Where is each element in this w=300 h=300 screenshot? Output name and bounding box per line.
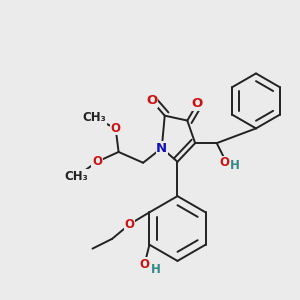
Text: CH₃: CH₃ xyxy=(82,111,106,124)
Text: O: O xyxy=(220,156,230,169)
Text: O: O xyxy=(140,258,149,271)
Text: O: O xyxy=(125,218,135,231)
Text: CH₃: CH₃ xyxy=(64,170,88,183)
Text: H: H xyxy=(230,159,239,172)
Text: O: O xyxy=(146,94,158,107)
Text: O: O xyxy=(191,98,203,110)
Text: N: N xyxy=(156,142,167,154)
Text: O: O xyxy=(92,155,102,168)
Text: H: H xyxy=(152,263,161,276)
Text: O: O xyxy=(111,122,121,135)
